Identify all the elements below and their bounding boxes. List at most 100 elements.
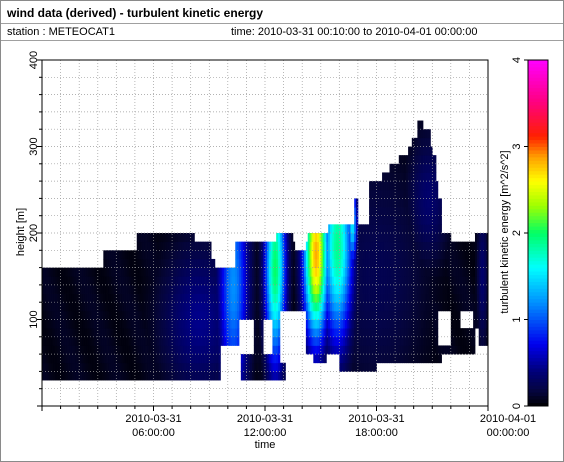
heatmap-cell: [447, 250, 450, 260]
heatmap-cell: [162, 241, 166, 251]
heatmap-cell: [402, 293, 405, 303]
heatmap-cell: [218, 328, 221, 338]
heatmap-cell: [354, 267, 357, 277]
heatmap-cell: [317, 319, 320, 329]
heatmap-cell: [42, 293, 45, 303]
heatmap-cell: [186, 345, 190, 355]
heatmap-cell: [398, 198, 402, 208]
heatmap-cell: [261, 336, 264, 346]
heatmap-cell: [374, 336, 377, 346]
heatmap-cell: [88, 310, 91, 320]
heatmap-cell: [151, 345, 154, 355]
heatmap-cell: [53, 362, 56, 372]
heatmap-cell: [322, 293, 325, 303]
heatmap-cell: [71, 345, 74, 355]
heatmap-cell: [147, 354, 151, 364]
heatmap-cell: [421, 276, 424, 286]
heatmap-cell: [333, 258, 337, 268]
heatmap-cell: [123, 302, 127, 312]
heatmap-cell: [71, 276, 74, 286]
heatmap-cell: [224, 276, 227, 286]
heatmap-cell: [92, 336, 95, 346]
heatmap-cell: [253, 293, 257, 303]
heatmap-cell: [225, 276, 229, 286]
heatmap-cell: [426, 224, 429, 234]
heatmap-cell: [118, 362, 121, 372]
heatmap-cell: [276, 371, 279, 381]
heatmap-cell: [419, 207, 422, 217]
heatmap-cell: [370, 284, 374, 294]
heatmap-cell: [265, 293, 268, 303]
heatmap-cell: [385, 207, 389, 217]
heatmap-cell: [172, 354, 175, 364]
heatmap-cell: [424, 310, 428, 320]
heatmap-cell: [304, 258, 307, 268]
heatmap-cell: [147, 241, 151, 251]
heatmap-cell: [45, 310, 48, 320]
heatmap-cell: [352, 258, 355, 268]
heatmap-cell: [259, 293, 262, 303]
heatmap-cell: [164, 362, 167, 372]
heatmap-cell: [328, 284, 331, 294]
heatmap-cell: [194, 354, 197, 364]
heatmap-cell: [402, 319, 405, 329]
heatmap-cell: [73, 345, 76, 355]
heatmap-cell: [97, 362, 101, 372]
heatmap-cell: [461, 241, 465, 251]
heatmap-cell: [129, 310, 132, 320]
heatmap-cell: [357, 345, 361, 355]
heatmap-cell: [478, 241, 481, 251]
heatmap-cell: [302, 302, 305, 312]
heatmap-cell: [168, 258, 171, 268]
heatmap-cell: [352, 328, 355, 338]
heatmap-cell: [47, 284, 50, 294]
heatmap-cell: [268, 354, 271, 364]
heatmap-cell: [279, 258, 283, 268]
heatmap-cell: [430, 250, 433, 260]
heatmap-cell: [428, 302, 431, 312]
heatmap-cell: [69, 302, 73, 312]
heatmap-cell: [387, 267, 390, 277]
heatmap-cell: [417, 284, 420, 294]
heatmap-cell: [246, 284, 249, 294]
heatmap-cell: [307, 328, 310, 338]
heatmap-cell: [382, 233, 385, 243]
heatmap-cell: [73, 362, 76, 372]
heatmap-cell: [424, 224, 428, 234]
heatmap-cell: [123, 293, 127, 303]
heatmap-cell: [229, 302, 232, 312]
heatmap-cell: [356, 319, 359, 329]
heatmap-cell: [389, 207, 392, 217]
heatmap-cell: [101, 284, 104, 294]
heatmap-cell: [92, 345, 95, 355]
heatmap-cell: [383, 310, 387, 320]
heatmap-cell: [411, 284, 415, 294]
heatmap-cell: [361, 284, 364, 294]
heatmap-cell: [140, 371, 143, 381]
heatmap-cell: [324, 258, 327, 268]
heatmap-cell: [417, 120, 420, 130]
heatmap-cell: [153, 233, 156, 243]
heatmap-cell: [421, 207, 424, 217]
heatmap-cell: [437, 354, 441, 364]
heatmap-cell: [419, 241, 422, 251]
heatmap-cell: [274, 345, 277, 355]
heatmap-cell: [409, 155, 413, 165]
heatmap-cell: [300, 284, 303, 294]
heatmap-cell: [370, 189, 374, 199]
heatmap-cell: [218, 319, 221, 329]
heatmap-cell: [389, 276, 392, 286]
heatmap-cell: [231, 310, 234, 320]
heatmap-cell: [268, 293, 271, 303]
heatmap-cell: [274, 302, 277, 312]
heatmap-cell: [179, 284, 182, 294]
heatmap-cell: [320, 258, 324, 268]
heatmap-cell: [454, 258, 457, 268]
heatmap-cell: [240, 267, 244, 277]
heatmap-cell: [450, 319, 454, 329]
heatmap-cell: [408, 310, 411, 320]
heatmap-cell: [335, 310, 338, 320]
heatmap-cell: [408, 215, 411, 225]
heatmap-cell: [415, 284, 418, 294]
heatmap-cell: [331, 267, 335, 277]
